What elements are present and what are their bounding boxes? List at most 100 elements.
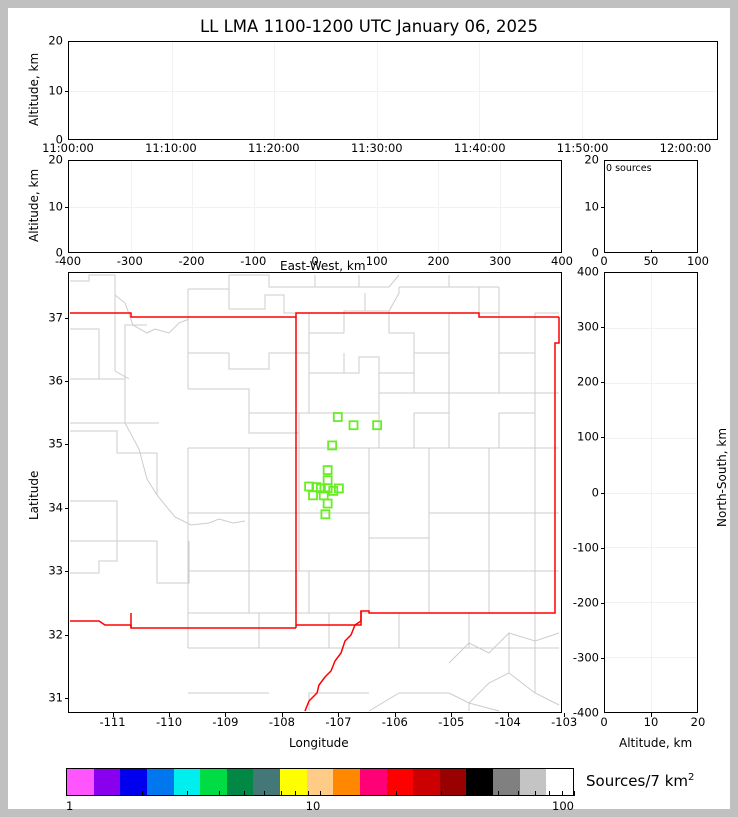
xtick-label: -111: [99, 715, 126, 729]
ytick-label: 20: [584, 152, 599, 167]
colorbar-band: [253, 769, 280, 795]
ytick-label: -200: [572, 595, 599, 610]
xtick-label: -105: [438, 715, 465, 729]
station-marker: [322, 475, 333, 486]
altitude-north-south-panel[interactable]: [604, 272, 698, 713]
ytick-label: 10: [584, 198, 599, 213]
map-geometry: [70, 274, 560, 712]
ytick-label: 33: [48, 563, 63, 578]
xtick-label: 100: [365, 254, 388, 268]
xtick-label: -107: [325, 715, 352, 729]
colorbar-tick: [472, 791, 474, 796]
ytick-label: 10: [48, 198, 63, 213]
colorbar-title: Sources/7 km2: [586, 772, 694, 790]
sources-colorbar[interactable]: [66, 768, 574, 796]
axis-label-altitude-km: Altitude, km: [619, 736, 693, 750]
xtick-label: 11:40:00: [453, 141, 506, 155]
east-west-altitude-panel[interactable]: [68, 160, 562, 253]
colorbar-tick: [497, 791, 499, 796]
colorbar-tick: [441, 791, 443, 796]
station-marker: [320, 509, 331, 520]
xtick-label: 11:20:00: [247, 141, 300, 155]
colorbar-tick: [187, 791, 189, 796]
xtick-label: 0: [311, 254, 319, 268]
xtick-label: 11:50:00: [556, 141, 609, 155]
xtick-label: -104: [494, 715, 521, 729]
ytick-label: -100: [572, 539, 599, 554]
station-marker: [327, 440, 338, 451]
colorbar-tick: [517, 791, 519, 796]
xtick-label: -200: [178, 254, 205, 268]
ytick-label: 36: [48, 373, 63, 388]
station-marker: [333, 483, 344, 494]
altitude-histogram-panel[interactable]: 0 sources: [604, 160, 698, 253]
colorbar-tick: [280, 791, 282, 796]
colorbar-band: [519, 769, 547, 795]
xtick-label: -400: [54, 254, 82, 268]
colorbar-tick: [218, 791, 220, 796]
colorbar-band: [413, 769, 440, 795]
ytick-label: -300: [572, 650, 599, 665]
axis-label-east-west: East-West, km: [280, 259, 366, 273]
time-altitude-panel[interactable]: [68, 41, 718, 140]
colorbar-tick: [396, 791, 398, 796]
ytick-label: 34: [48, 500, 63, 515]
colorbar-band: [226, 769, 254, 795]
xtick-label: 50: [643, 254, 659, 268]
colorbar-band: [67, 769, 94, 795]
xtick-label: 0: [600, 715, 608, 729]
colorbar-tick: [142, 791, 144, 796]
station-marker: [308, 490, 318, 501]
colorbar-band: [359, 769, 387, 795]
xtick-label: 300: [489, 254, 512, 268]
colorbar-tick: [562, 791, 564, 796]
xtick-label: -109: [212, 715, 239, 729]
ytick-label: 400: [577, 264, 599, 279]
ytick-label: 20: [48, 152, 63, 167]
colorbar-tick: [295, 791, 297, 796]
ytick-label: 37: [48, 309, 63, 324]
colorbar-band: [146, 769, 174, 795]
xtick-label: -110: [155, 715, 183, 729]
colorbar-band: [333, 769, 360, 795]
station-marker: [372, 420, 383, 431]
station-marker: [322, 465, 333, 475]
colorbar-band: [280, 769, 307, 795]
station-marker: [328, 486, 339, 496]
station-marker: [315, 483, 326, 494]
ytick-label: 32: [48, 627, 63, 642]
colorbar-tick-label: 100: [552, 799, 574, 813]
figure-canvas: LL LMA 1100-1200 UTC January 06, 2025 20…: [8, 8, 730, 813]
ytick-label: 200: [577, 374, 599, 389]
xtick-label: 12:00:00: [659, 141, 712, 155]
station-markers: [304, 412, 383, 520]
xtick-label: 20: [690, 715, 706, 729]
colorbar-title-exponent: 2: [688, 772, 695, 783]
colorbar-tick: [534, 791, 536, 796]
ytick-label: 0: [55, 132, 63, 147]
map-panel[interactable]: [68, 272, 562, 713]
ytick-label: 20: [48, 33, 63, 48]
colorbar-band: [439, 769, 467, 795]
xtick-label: -103: [551, 715, 578, 729]
colorbar-tick: [574, 791, 575, 796]
state-border-new-mexico: [70, 312, 560, 712]
xtick-label: 400: [551, 254, 573, 268]
colorbar-band: [200, 769, 227, 795]
colorbar-band: [120, 769, 147, 795]
xtick-label: 200: [427, 254, 450, 268]
axis-label-altitude: Altitude, km: [27, 52, 41, 126]
ytick-label: 10: [48, 82, 63, 97]
axis-label-altitude: Altitude, km: [27, 168, 41, 242]
xtick-label: -106: [381, 715, 408, 729]
xtick-label: -100: [240, 254, 267, 268]
axis-label-north-south: North-South, km: [715, 427, 729, 527]
axis-label-longitude: Longitude: [289, 736, 349, 750]
axis-label-latitude: Latitude: [27, 470, 41, 520]
colorbar-tick: [263, 791, 265, 796]
xtick-label: 10: [643, 715, 659, 729]
ytick-label: 0: [591, 484, 599, 499]
ytick-label: 0: [55, 245, 63, 260]
ytick-label: 100: [577, 429, 599, 444]
colorbar-tick: [320, 791, 321, 796]
